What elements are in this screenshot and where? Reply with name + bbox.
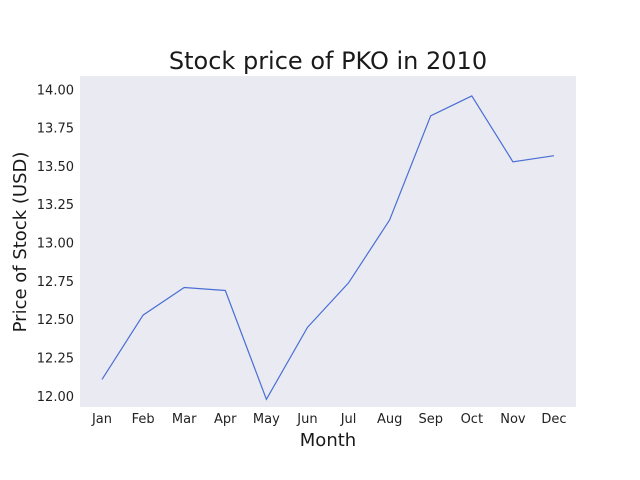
chart-title: Stock price of PKO in 2010 [169, 47, 487, 75]
x-tick-label: May [253, 412, 280, 427]
y-tick-label: 13.75 [37, 122, 74, 137]
y-axis-label: Price of Stock (USD) [10, 152, 31, 333]
x-tick-label: Jan [91, 412, 112, 427]
y-tick-label: 14.00 [37, 83, 74, 98]
x-tick-label: Dec [541, 412, 566, 427]
y-tick-label: 12.00 [37, 390, 74, 405]
x-tick-label: Aug [377, 412, 402, 427]
x-tick-label: Apr [214, 412, 237, 427]
x-tick-label: Jul [340, 412, 357, 427]
y-tick-label: 13.50 [37, 160, 74, 175]
x-tick-label: Nov [500, 412, 526, 427]
series-line [101, 95, 555, 401]
y-tick-label: 12.75 [37, 275, 74, 290]
y-tick-label: 12.50 [37, 313, 74, 328]
x-tick-label: Feb [132, 412, 155, 427]
x-tick-label: Sep [418, 412, 443, 427]
y-tick-label: 12.25 [37, 351, 74, 366]
y-axis-ticks: 12.00 12.25 12.50 12.75 13.00 13.25 13.50 13.75… [37, 83, 74, 404]
x-axis-ticks: Jan Feb Mar Apr May Jun Jul Aug Sep Oct Nov Dec [91, 412, 567, 427]
x-tick-label: Mar [172, 412, 197, 427]
x-tick-label: Jun [296, 412, 317, 427]
y-tick-label: 13.25 [37, 198, 74, 213]
y-tick-label: 13.00 [37, 237, 74, 252]
plot-area [80, 76, 576, 407]
x-axis-label: Month [300, 430, 356, 451]
x-tick-label: Oct [461, 412, 483, 427]
